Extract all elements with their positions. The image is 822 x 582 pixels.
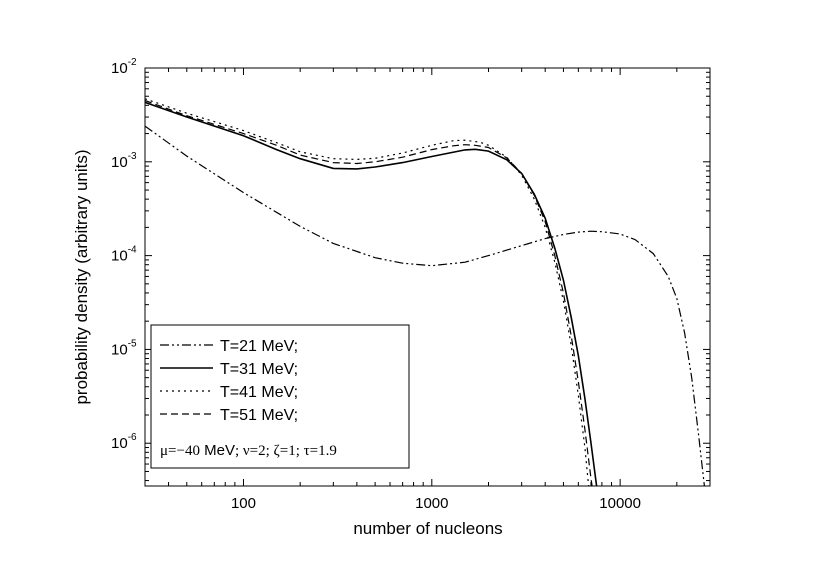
- y-axis-ticks: 10-6 10-5 10-4 10-3 10-2: [111, 57, 710, 482]
- legend-box: [150, 324, 410, 469]
- series-layer: [144, 98, 705, 487]
- y-tick-label: 10-3: [111, 151, 137, 171]
- mu-unit: MeV: [200, 442, 235, 459]
- y-axis-title: probability density (arbitrary units): [72, 149, 91, 404]
- series-line-2: [144, 101, 598, 487]
- mu-symbol: μ: [160, 443, 168, 459]
- series-line-4: [144, 99, 593, 487]
- x-axis-ticks: 100 1000 10000: [144, 68, 711, 512]
- legend-label-4: T=51 MeV;: [220, 407, 298, 424]
- mu-value: =−40: [168, 443, 200, 459]
- x-tick-label: 1000: [415, 495, 448, 512]
- x-tick-label: 10000: [599, 495, 641, 512]
- plot-frame: [144, 67, 711, 487]
- legend: T=21 MeV; T=31 MeV; T=41 MeV; T=51 MeV; μ=−…: [150, 324, 410, 469]
- legend-entries: T=21 MeV; T=31 MeV; T=41 MeV; T=51 MeV;: [160, 338, 298, 424]
- y-tick-label: 10-4: [111, 245, 137, 265]
- plot-area: 100 1000 10000 10-6 10-5 10-4 10-3 10-2: [111, 57, 711, 512]
- series-line-1: [144, 125, 705, 487]
- legend-parameters: μ=−40 MeV; ν=2; ζ=1; τ=1.9: [160, 442, 337, 459]
- y-tick-label: 10-6: [111, 432, 137, 452]
- y-tick-label: 10-5: [111, 338, 137, 358]
- legend-label-3: T=41 MeV;: [220, 384, 298, 401]
- legend-label-2: T=31 MeV;: [220, 361, 298, 378]
- series-line-3: [144, 98, 590, 487]
- x-axis-title: number of nucleons: [353, 519, 502, 538]
- other-params: ; ν=2; ζ=1; τ=1.9: [235, 443, 337, 459]
- x-tick-label: 100: [231, 495, 256, 512]
- y-tick-label: 10-2: [111, 57, 137, 77]
- legend-label-1: T=21 MeV;: [220, 338, 298, 355]
